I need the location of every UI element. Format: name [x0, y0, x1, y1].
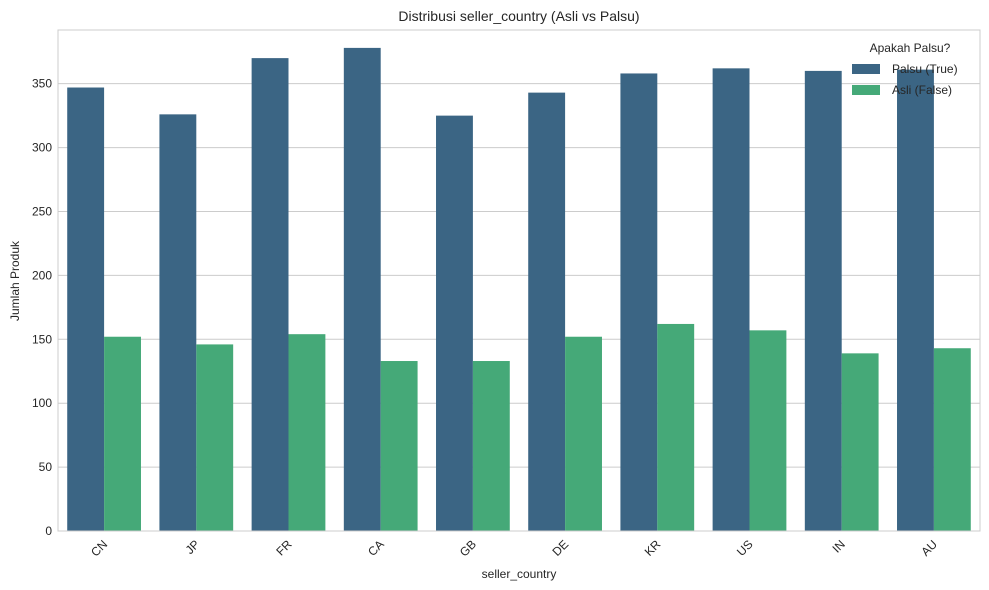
y-tick-label: 300	[32, 141, 52, 155]
legend: Apakah Palsu? Palsu (True) Asli (False)	[852, 41, 958, 97]
chart-title: Distribusi seller_country (Asli vs Palsu…	[398, 8, 639, 24]
bar-ca-palsu	[343, 47, 381, 532]
y-tick-label: 250	[32, 204, 52, 218]
x-tick-label: CA	[365, 537, 387, 559]
y-tick-label: 200	[32, 268, 52, 282]
x-tick-label: DE	[550, 537, 572, 559]
bar-ca-asli	[380, 361, 418, 531]
bar-au-palsu	[897, 69, 934, 531]
plot-frame	[57, 29, 981, 532]
y-tick-label: 100	[32, 396, 52, 410]
bar-de-palsu	[528, 92, 566, 531]
y-tick-label: 150	[32, 332, 52, 346]
x-tick-label: JP	[183, 537, 203, 557]
bar-jp-palsu	[159, 114, 197, 531]
bar-kr-palsu	[620, 73, 658, 532]
x-tick-label: FR	[273, 537, 294, 558]
y-tick-label: 0	[45, 524, 52, 538]
bar-gb-palsu	[436, 115, 473, 532]
x-tick-label: GB	[457, 537, 479, 559]
x-tick-label: IN	[829, 537, 847, 555]
x-tick-label: CN	[88, 537, 110, 559]
bar-fr-palsu	[251, 58, 289, 532]
bar-fr-asli	[288, 334, 326, 531]
x-tick-label: US	[734, 537, 756, 559]
bar-jp-asli	[196, 344, 234, 531]
bar-in-palsu	[804, 70, 842, 532]
bar-cn-asli	[104, 336, 141, 531]
bar-de-asli	[565, 336, 602, 531]
bar-gb-asli	[472, 361, 510, 531]
y-tick-label: 50	[39, 460, 53, 474]
bar-cn-palsu	[67, 87, 105, 531]
legend-title: Apakah Palsu?	[870, 41, 951, 55]
x-tick-label: AU	[918, 537, 940, 559]
bar-kr-asli	[657, 323, 695, 531]
bar-au-asli	[933, 348, 971, 531]
legend-swatch	[852, 85, 880, 95]
plot-area: 0 50 100 150 200 250 300 350 CN JP FR CA GB DE KR US IN A…	[32, 29, 981, 559]
x-axis-label: seller_country	[482, 567, 557, 581]
legend-entry: Palsu (True)	[892, 62, 958, 76]
bar-us-asli	[749, 330, 787, 531]
x-tick-label: KR	[642, 537, 664, 559]
y-tick-label: 350	[32, 77, 52, 91]
y-axis-label: Jumlah Produk	[8, 240, 22, 321]
legend-entry: Asli (False)	[892, 83, 952, 97]
bar-in-asli	[841, 353, 879, 531]
legend-swatch	[852, 64, 880, 74]
bar-us-palsu	[712, 68, 750, 532]
